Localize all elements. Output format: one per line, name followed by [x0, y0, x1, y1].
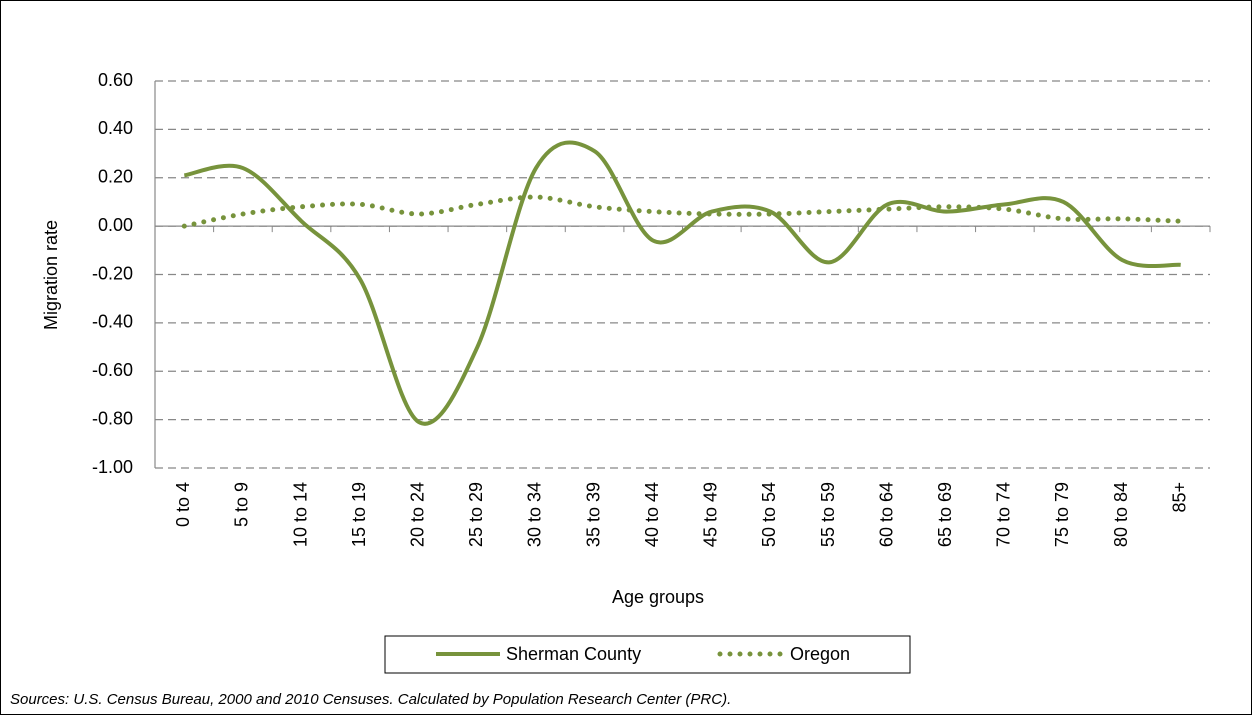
x-tick-label: 25 to 29 [466, 482, 486, 547]
y-tick-label: 0.20 [98, 167, 133, 187]
y-tick-label: 0.40 [98, 118, 133, 138]
legend-label: Oregon [790, 644, 850, 664]
y-tick-label: -0.80 [92, 408, 133, 428]
legend-label: Sherman County [506, 644, 641, 664]
y-tick-label: -0.20 [92, 263, 133, 283]
series-line [181, 194, 1184, 229]
x-tick-label: 85+ [1169, 482, 1189, 513]
x-axis-label: Age groups [612, 587, 704, 607]
x-tick-label: 65 to 69 [935, 482, 955, 547]
y-tick-label: -0.60 [92, 360, 133, 380]
y-tick-label: -1.00 [92, 457, 133, 477]
source-note: Sources: U.S. Census Bureau, 2000 and 20… [10, 691, 731, 708]
x-tick-label: 5 to 9 [232, 482, 252, 527]
x-tick-label: 45 to 49 [701, 482, 721, 547]
y-tick-label: -0.40 [92, 312, 133, 332]
x-tick-label: 50 to 54 [759, 482, 779, 547]
x-tick-label: 15 to 19 [349, 482, 369, 547]
x-tick-label: 35 to 39 [583, 482, 603, 547]
x-tick-label: 70 to 74 [994, 482, 1014, 547]
x-tick-label: 40 to 44 [642, 482, 662, 547]
x-tick-label: 80 to 84 [1111, 482, 1131, 547]
series-line [183, 140, 1181, 426]
x-tick-label: 0 to 4 [173, 482, 193, 527]
y-axis-label: Migration rate [41, 220, 61, 330]
x-tick-label: 20 to 24 [408, 482, 428, 547]
x-tick-label: 60 to 64 [876, 482, 896, 547]
x-tick-label: 55 to 59 [818, 482, 838, 547]
y-tick-label: 0.00 [98, 215, 133, 235]
x-tick-label: 75 to 79 [1052, 482, 1072, 547]
x-tick-label: 10 to 14 [290, 482, 310, 547]
y-tick-label: 0.60 [98, 70, 133, 90]
x-tick-label: 30 to 34 [525, 482, 545, 547]
